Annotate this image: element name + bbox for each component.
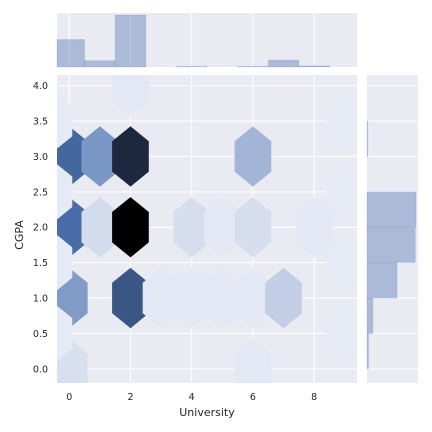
hexbin-cell: [326, 303, 357, 364]
y-tick-label: 1.5: [33, 258, 48, 269]
y-tick-label: 4.0: [33, 81, 48, 92]
top-hist-bar: [267, 59, 300, 68]
right-hist-bar: [366, 191, 417, 228]
hexbin-cell: [112, 126, 149, 187]
tick-labels: 0 2 4 6 8 0.0 0.5 1.0 1.5 2.0 2.5 3.0 3.5 4.0: [33, 81, 317, 403]
hexbin-cell: [295, 197, 333, 258]
y-tick-label: 0.0: [33, 364, 48, 375]
hexbin-layer: [57, 75, 357, 383]
top-hist-bar: [298, 65, 330, 68]
top-hist-bar: [56, 39, 86, 68]
right-hist-bar: [366, 262, 398, 299]
right-hist-bar: [366, 332, 369, 370]
top-hist-bar: [237, 65, 269, 68]
hexbin-cell: [265, 267, 302, 329]
y-tick-label: 3.5: [33, 117, 48, 128]
x-axis-label: University: [179, 406, 235, 419]
hexbin-cell: [81, 197, 119, 258]
top-hist-bar: [114, 14, 147, 68]
hexbin-cell: [326, 90, 357, 152]
hexbin-cell: [326, 161, 357, 222]
hexbin-cell: [142, 267, 180, 329]
hexbin-cell: [112, 197, 149, 258]
y-axis-label: CGPA: [13, 220, 26, 250]
x-tick-label: 2: [127, 392, 133, 403]
chart-marks: [56, 14, 417, 383]
hexbin-cell: [234, 338, 272, 383]
y-tick-label: 2.5: [33, 187, 48, 198]
y-tick-label: 1.0: [33, 294, 48, 305]
hexbin-cell: [173, 267, 211, 329]
top-hist-bar: [175, 65, 208, 68]
y-tick-label: 3.0: [33, 152, 48, 163]
hexbin-cell: [112, 267, 149, 329]
hexbin-cell: [173, 197, 211, 258]
hexbin-cell: [234, 267, 272, 329]
top-hist-bar: [84, 60, 116, 68]
hexbin-cell: [234, 197, 272, 258]
hexbin-cell: [203, 267, 241, 329]
hexbin-cell: [57, 305, 73, 362]
hexbin-cell: [112, 75, 149, 116]
x-tick-label: 4: [189, 392, 195, 403]
right-hist-bar: [366, 297, 374, 334]
x-tick-label: 8: [311, 392, 317, 403]
right-hist-bar: [366, 226, 416, 264]
hexbin-cell: [234, 126, 272, 187]
x-tick-label: 0: [66, 392, 72, 403]
hexbin-cell: [326, 232, 357, 293]
right-hist-bar: [366, 120, 369, 157]
hexbin-cell: [57, 164, 73, 220]
y-tick-label: 2.0: [33, 223, 48, 234]
hexbin-cell: [81, 126, 119, 187]
x-tick-label: 6: [250, 392, 256, 403]
y-tick-label: 0.5: [33, 329, 48, 340]
top-marginal-panel: [57, 13, 357, 67]
hexbin-cell: [57, 93, 73, 149]
panel-backgrounds: [57, 13, 418, 383]
hexbin-cell: [203, 197, 241, 258]
hexbin-cell: [57, 235, 73, 291]
right-marginal-panel: [367, 75, 418, 383]
